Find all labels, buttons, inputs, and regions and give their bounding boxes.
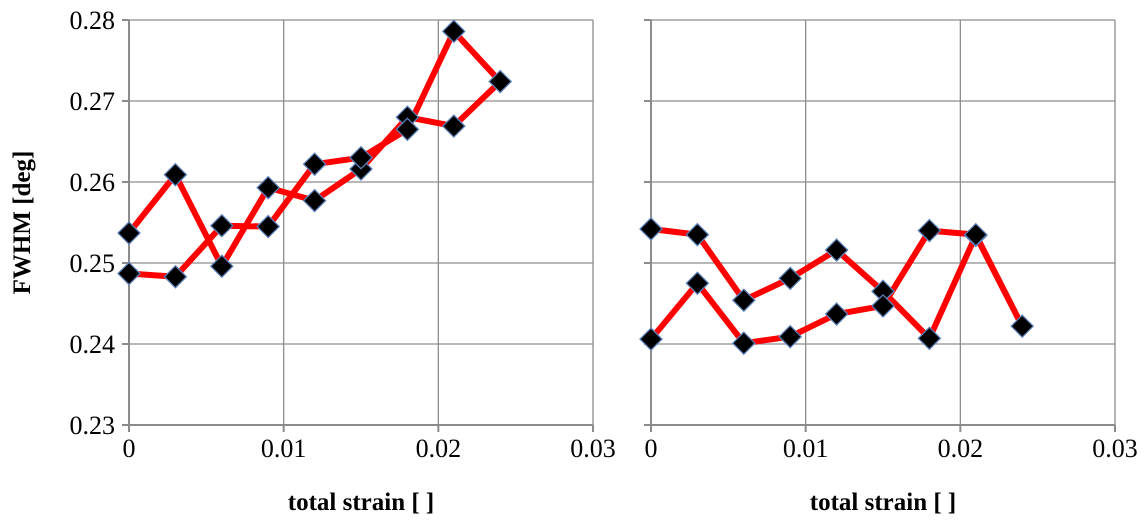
y-tick-label: 0.27 <box>70 87 116 116</box>
y-tick-label: 0.26 <box>70 168 116 197</box>
x-axis-title: total strain [ ] <box>810 489 957 516</box>
y-tick-label: 0.25 <box>70 249 116 278</box>
x-tick-label: 0.01 <box>261 434 307 463</box>
x-tick-label: 0.03 <box>570 434 616 463</box>
chart-panel-2: 0 0.01 0.02 0.03 total strain [ ] <box>640 20 1138 516</box>
x-tick-label: 0.01 <box>783 434 829 463</box>
y-tick-label: 0.28 <box>70 6 116 35</box>
x-axis-title: total strain [ ] <box>288 489 435 516</box>
data-point-marker <box>118 263 140 285</box>
x-tick-label: 0.02 <box>416 434 462 463</box>
y-tick-label: 0.24 <box>70 330 116 359</box>
x-tick-label: 0.02 <box>938 434 984 463</box>
x-tick-label: 0 <box>645 434 658 463</box>
data-point-marker <box>640 218 662 240</box>
x-tick-label: 0.03 <box>1092 434 1138 463</box>
chart-panel-1: 0 0.01 0.02 0.03 0.23 0.24 0.25 0.26 0.27 0.28 tot… <box>9 6 616 516</box>
data-point-marker <box>965 224 987 246</box>
x-tick-label: 0 <box>123 434 136 463</box>
data-point-marker <box>826 303 848 325</box>
y-axis-title: FWHM [deg] <box>9 151 36 295</box>
data-point-marker <box>1011 315 1033 337</box>
y-tick-label: 0.23 <box>70 411 116 440</box>
